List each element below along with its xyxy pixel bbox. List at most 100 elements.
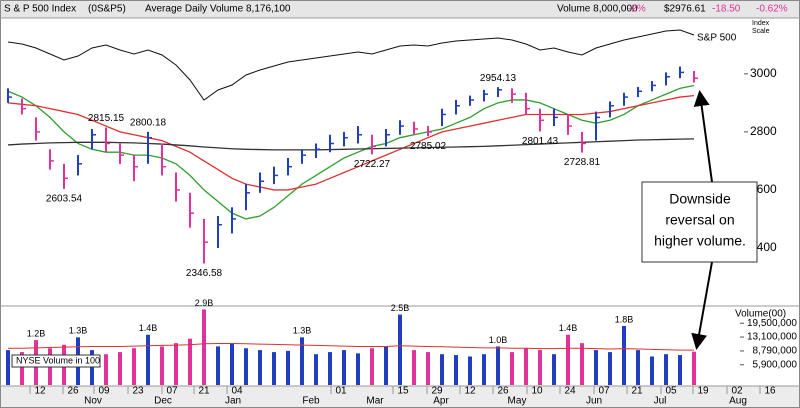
volume-bar <box>608 352 612 385</box>
volume-bar <box>384 346 388 385</box>
callout-text: reversal on <box>665 212 734 228</box>
volume-bar <box>286 350 290 385</box>
volume-bar <box>454 355 458 385</box>
x-tick-label: 04 <box>231 386 243 397</box>
volume-bar <box>482 354 486 385</box>
x-tick-label: 07 <box>598 386 610 397</box>
volume-average <box>8 342 694 351</box>
x-tick-label: 01 <box>335 386 347 397</box>
price-annotation: 2800.18 <box>130 117 167 128</box>
x-tick-label: 26 <box>67 386 79 397</box>
volume-bar <box>118 352 122 385</box>
callout-box <box>641 181 758 263</box>
volume-bar <box>636 350 640 385</box>
volume-bar <box>566 334 570 385</box>
volume-bar <box>20 352 24 385</box>
volume-axis-label: Volume(00) <box>735 309 786 320</box>
header-bar <box>0 0 800 18</box>
change: -18.50 <box>712 4 741 15</box>
volume-bar <box>160 346 164 385</box>
y-tick-label: 8,790,000 <box>753 346 798 357</box>
volume-bar <box>90 350 94 385</box>
price-annotation: 2722.27 <box>354 159 391 170</box>
index-scale: Scale <box>752 28 770 35</box>
x-tick-label: 09 <box>98 386 110 397</box>
volume-bar <box>496 346 500 385</box>
title: S & P 500 Index <box>4 4 76 15</box>
x-tick-label: 23 <box>132 386 144 397</box>
volume-bar <box>468 356 472 385</box>
price-annotation: 2728.81 <box>564 157 601 168</box>
price: $2976.61 <box>664 4 706 15</box>
callout-text: Downside <box>669 191 731 207</box>
month-label: Jan <box>225 396 241 407</box>
month-label: Mar <box>366 396 384 407</box>
callout-text: higher volume. <box>654 233 746 249</box>
volume-bar <box>328 352 332 385</box>
volume-bar <box>132 348 136 385</box>
volume-change: -2% <box>628 4 646 15</box>
change-pct: -0.62% <box>756 4 788 15</box>
volume-bar <box>650 356 654 385</box>
y-tick-label: 3000 <box>750 66 777 80</box>
date-strip <box>0 386 800 408</box>
volume-legend: NYSE Volume in 100 <box>16 355 100 365</box>
symbol: (0S&P5) <box>88 4 126 15</box>
month-label: Jun <box>586 396 602 407</box>
volume-bar <box>174 343 178 385</box>
volume-label: 1.3B <box>69 326 88 336</box>
month-label: Feb <box>302 396 320 407</box>
volume-label: 1.4B <box>559 323 578 333</box>
y-tick-label: 2800 <box>750 124 777 138</box>
volume-bar <box>580 343 584 385</box>
volume-bar <box>510 352 514 385</box>
y-tick-label: 19,500,000 <box>747 318 797 329</box>
x-tick-label: 12 <box>34 386 46 397</box>
price-annotation: 2346.58 <box>186 268 223 279</box>
volume-bar <box>440 354 444 385</box>
moving-average <box>7 138 695 151</box>
volume-legend-box <box>11 354 101 368</box>
x-tick-label: 21 <box>631 386 643 397</box>
volume: Volume 8,000,000 <box>557 4 638 15</box>
volume-bar <box>552 354 556 385</box>
x-tick-label: 19 <box>697 386 709 397</box>
x-tick-label: 21 <box>198 386 210 397</box>
index-scale: Index <box>752 20 770 27</box>
month-label: Apr <box>433 396 449 407</box>
volume-bar <box>244 348 248 385</box>
volume-label: 1.3B <box>293 326 312 336</box>
volume-bar <box>146 334 150 385</box>
volume-label: 1.0B <box>489 335 508 345</box>
price-annotation: 2785.02 <box>410 141 447 152</box>
month-label: May <box>508 396 527 407</box>
volume-bar <box>678 355 682 385</box>
x-tick-label: 02 <box>731 386 743 397</box>
x-tick-label: 10 <box>531 386 543 397</box>
volume-bar <box>398 314 402 385</box>
x-tick-label: 15 <box>397 386 409 397</box>
volume-bar <box>230 343 234 385</box>
x-tick-label: 12 <box>464 386 476 397</box>
volume-bar <box>412 350 416 385</box>
volume-bar <box>426 352 430 385</box>
price-annotation: 2954.13 <box>480 73 517 84</box>
x-tick-label: 24 <box>564 386 576 397</box>
volume-bar <box>202 309 206 385</box>
month-label: Jul <box>654 396 667 407</box>
volume-label: 1.2B <box>27 328 46 338</box>
month-label: Nov <box>84 396 102 407</box>
x-tick-label: 16 <box>764 386 776 397</box>
volume-label: 1.8B <box>615 314 634 324</box>
volume-bar <box>300 337 304 385</box>
moving-average <box>7 84 695 220</box>
month-label: Aug <box>729 396 747 407</box>
index-line <box>7 29 695 101</box>
price-annotation: 2801.43 <box>522 136 559 147</box>
arrow <box>691 261 713 350</box>
volume-bar <box>370 348 374 385</box>
volume-bar <box>314 354 318 385</box>
month-label: Dec <box>154 396 172 407</box>
